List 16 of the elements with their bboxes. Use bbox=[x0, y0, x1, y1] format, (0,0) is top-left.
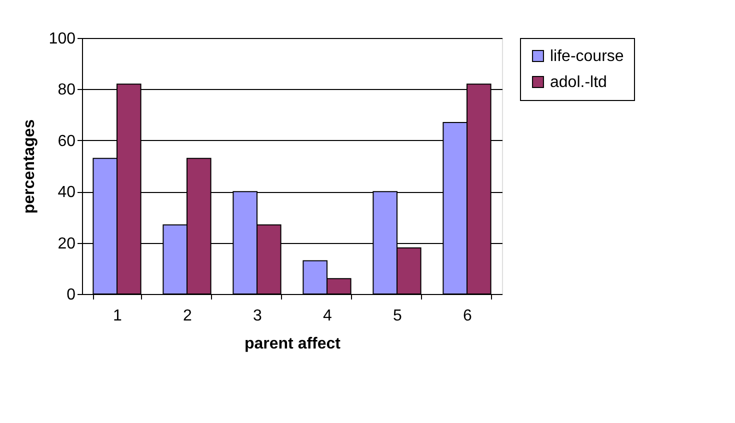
x-tick-label: 4 bbox=[323, 308, 332, 324]
y-tick-label: 40 bbox=[58, 184, 76, 202]
x-axis-title: parent affect bbox=[244, 336, 342, 352]
y-tick-label: 20 bbox=[58, 235, 76, 252]
y-tick-label: 80 bbox=[58, 82, 76, 99]
x-tick-label: 2 bbox=[183, 308, 192, 324]
y-tick-label: 100 bbox=[48, 30, 76, 48]
x-tick-label: 6 bbox=[463, 308, 472, 324]
x-tick-label: 5 bbox=[393, 308, 402, 324]
y-axis-title: percentages bbox=[20, 119, 38, 214]
x-tick-label: 1 bbox=[113, 308, 122, 324]
y-tick-label: 60 bbox=[58, 132, 76, 150]
legend-label: life-course bbox=[550, 48, 624, 65]
legend-label: adol.-ltd bbox=[550, 74, 607, 91]
y-tick-label: 0 bbox=[66, 286, 76, 304]
x-tick-label: 3 bbox=[253, 308, 262, 324]
